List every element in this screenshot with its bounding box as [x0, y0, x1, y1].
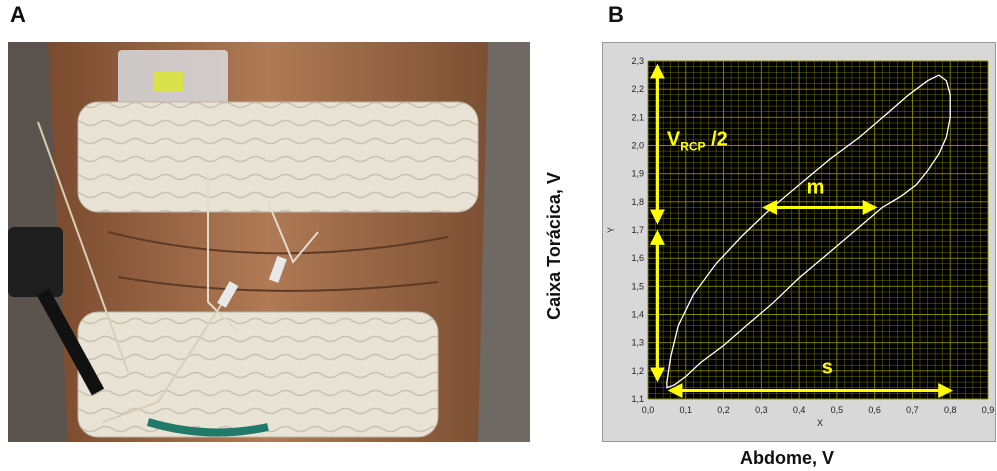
y-axis-title: Caixa Torácica, V [544, 172, 564, 320]
m-label: m [807, 176, 825, 198]
x-tick-label: 0,2 [717, 405, 730, 415]
panel-a-label: A [10, 2, 26, 27]
y-tick-label: 1,6 [631, 253, 644, 263]
s-label: s [822, 357, 833, 379]
y-tick-label: 2,1 [631, 112, 644, 122]
x-axis-title: Abdome, V [740, 448, 835, 468]
y-tick-label: 1,4 [631, 310, 644, 320]
x-tick-label: 0,4 [793, 405, 806, 415]
loop-series-line [666, 74, 951, 389]
y-tick-label: 2,0 [631, 141, 644, 151]
y-tick-label: 1,1 [631, 394, 644, 404]
y-tick-label: 1,5 [631, 281, 644, 291]
panel-b-label: B [608, 2, 624, 27]
x-tick-label: 0,5 [831, 405, 844, 415]
y-tick-label: 2,3 [631, 56, 644, 66]
loop-chart: 0,0 0,1 0,2 0,3 0,4 0,5 0,6 0,7 0,8 0,9 1,1 1,2 1,3 1… [606, 56, 995, 428]
y-tick-label: 1,3 [631, 338, 644, 348]
y-tick-label: 2,2 [631, 84, 644, 94]
x-tick-label: 0,0 [642, 405, 655, 415]
x-tick-label: 0,7 [906, 405, 919, 415]
y-tick-label: 1,7 [631, 225, 644, 235]
y-tick-label: 1,8 [631, 197, 644, 207]
x-tick-label: 0,1 [680, 405, 693, 415]
torso-photo [8, 42, 530, 442]
x-tick-label: 0,8 [944, 405, 957, 415]
y-inner-label: Y [606, 227, 616, 233]
x-inner-label: X [817, 418, 823, 428]
x-tick-label: 0,3 [755, 405, 768, 415]
y-tick-label: 1,2 [631, 366, 644, 376]
x-tick-label: 0,9 [982, 405, 995, 415]
x-tick-label: 0,6 [868, 405, 881, 415]
y-tick-label: 1,9 [631, 169, 644, 179]
